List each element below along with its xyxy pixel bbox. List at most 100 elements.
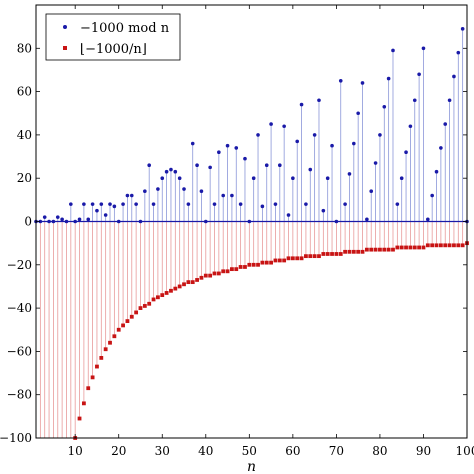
point-floor-49 — [243, 265, 247, 269]
x-tick-label-100: 100 — [456, 444, 474, 458]
point-mod-73 — [347, 172, 352, 176]
point-floor-68 — [325, 252, 330, 256]
point-floor-75 — [356, 249, 361, 254]
point-floor-50 — [247, 262, 252, 267]
point-mod-82 — [386, 76, 391, 81]
point-floor-31 — [164, 291, 169, 295]
point-mod-65 — [312, 133, 317, 137]
x-tick-label-70: 70 — [329, 444, 344, 458]
point-floor-87 — [408, 245, 413, 250]
point-mod-17 — [103, 213, 108, 217]
point-floor-18 — [108, 340, 112, 345]
point-mod-12 — [82, 202, 86, 206]
point-mod-96 — [447, 98, 452, 103]
point-mod-8 — [64, 219, 69, 224]
point-mod-63 — [304, 202, 308, 206]
point-mod-47 — [234, 146, 239, 150]
point-floor-56 — [273, 258, 278, 263]
point-floor-65 — [312, 254, 317, 259]
point-mod-2 — [38, 219, 43, 224]
point-floor-88 — [412, 245, 417, 250]
point-mod-52 — [256, 133, 260, 137]
point-mod-27 — [147, 163, 151, 168]
point-mod-67 — [321, 208, 326, 213]
point-floor-83 — [391, 247, 395, 252]
point-mod-21 — [121, 202, 125, 206]
point-floor-84 — [395, 245, 400, 250]
y-tick-label--40: −40 — [7, 301, 32, 315]
point-mod-45 — [225, 143, 230, 148]
legend-box — [45, 13, 181, 61]
point-floor-62 — [299, 256, 304, 261]
point-floor-61 — [295, 256, 300, 261]
point-mod-44 — [221, 193, 226, 198]
point-mod-69 — [330, 143, 334, 148]
point-floor-13 — [86, 386, 91, 391]
point-mod-13 — [86, 217, 91, 222]
legend-marker-mod — [63, 25, 67, 29]
point-mod-84 — [395, 202, 400, 206]
legend-label-floor: ⌊−1000/n⌋ — [80, 42, 147, 57]
point-floor-94 — [438, 243, 443, 248]
point-floor-15 — [95, 364, 99, 369]
point-floor-64 — [308, 254, 313, 259]
point-floor-53 — [260, 260, 265, 265]
point-mod-28 — [151, 202, 156, 206]
point-mod-90 — [421, 46, 426, 51]
point-mod-61 — [295, 139, 300, 144]
point-mod-37 — [190, 141, 195, 146]
point-mod-98 — [456, 50, 461, 55]
point-mod-11 — [77, 217, 82, 222]
point-floor-44 — [221, 269, 226, 274]
point-floor-16 — [99, 355, 104, 360]
point-mod-48 — [238, 202, 243, 206]
point-mod-92 — [430, 193, 434, 198]
point-mod-15 — [95, 208, 99, 213]
legend: −1000 mod n ⌊−1000/n⌋ — [45, 13, 181, 61]
point-mod-87 — [408, 124, 413, 129]
point-mod-76 — [360, 81, 365, 85]
legend-marker-floor — [63, 46, 67, 50]
y-tick-label--20: −20 — [7, 258, 32, 272]
point-mod-30 — [160, 176, 165, 180]
point-mod-88 — [412, 98, 417, 103]
point-mod-95 — [443, 122, 448, 126]
point-mod-64 — [308, 167, 313, 172]
point-floor-80 — [378, 247, 382, 252]
point-floor-47 — [234, 267, 239, 272]
point-floor-99 — [460, 243, 465, 248]
x-axis-ticks: 10 20 30 40 50 60 70 80 90 100 — [68, 5, 474, 458]
point-mod-19 — [112, 204, 117, 209]
point-mod-40 — [203, 219, 208, 224]
point-mod-39 — [199, 189, 204, 193]
x-tick-label-10: 10 — [68, 444, 83, 458]
point-mod-26 — [143, 189, 147, 193]
point-floor-60 — [290, 256, 295, 261]
point-floor-98 — [456, 243, 461, 248]
point-mod-57 — [277, 163, 282, 168]
point-mod-60 — [291, 176, 295, 180]
point-mod-68 — [325, 176, 330, 180]
point-mod-70 — [334, 219, 339, 224]
point-floor-58 — [282, 258, 287, 263]
point-mod-83 — [391, 48, 395, 53]
markers-series-2 — [73, 241, 469, 440]
point-floor-46 — [230, 267, 234, 272]
point-mod-14 — [90, 202, 95, 206]
point-floor-85 — [399, 245, 404, 250]
point-floor-32 — [169, 288, 173, 293]
point-floor-17 — [103, 347, 108, 352]
point-floor-63 — [304, 254, 308, 259]
point-mod-34 — [177, 176, 182, 180]
point-mod-18 — [108, 202, 112, 206]
point-mod-22 — [125, 193, 130, 198]
point-mod-85 — [399, 176, 404, 180]
stems-series-2 — [35, 221, 468, 438]
y-tick-label--80: −80 — [7, 388, 32, 402]
point-floor-78 — [369, 247, 374, 252]
point-floor-23 — [129, 314, 134, 319]
point-mod-25 — [138, 219, 143, 224]
point-mod-41 — [208, 165, 212, 170]
point-mod-94 — [439, 146, 443, 150]
